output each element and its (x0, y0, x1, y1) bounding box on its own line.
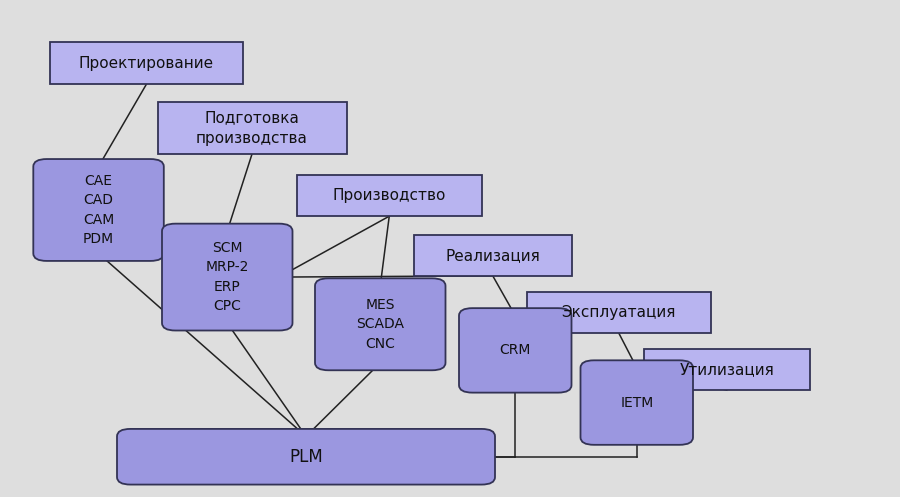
FancyBboxPatch shape (33, 159, 164, 261)
Text: Утилизация: Утилизация (680, 362, 774, 377)
Text: Подготовка
производства: Подготовка производства (196, 110, 308, 146)
Text: Реализация: Реализация (446, 248, 540, 263)
Text: Эксплуатация: Эксплуатация (562, 305, 676, 320)
FancyBboxPatch shape (459, 308, 572, 393)
Text: Проектирование: Проектирование (78, 56, 214, 71)
FancyBboxPatch shape (158, 102, 346, 154)
FancyBboxPatch shape (117, 429, 495, 485)
Text: SCM
MRP-2
ERP
CPC: SCM MRP-2 ERP CPC (205, 241, 249, 313)
FancyBboxPatch shape (526, 292, 711, 333)
Text: IETM: IETM (620, 396, 653, 410)
Text: CAE
CAD
CAM
PDM: CAE CAD CAM PDM (83, 174, 114, 246)
FancyBboxPatch shape (162, 224, 292, 331)
Text: Производство: Производство (333, 188, 446, 203)
FancyBboxPatch shape (414, 235, 572, 276)
FancyBboxPatch shape (315, 278, 446, 370)
FancyBboxPatch shape (580, 360, 693, 445)
Text: CRM: CRM (500, 343, 531, 357)
FancyBboxPatch shape (644, 349, 810, 390)
FancyBboxPatch shape (50, 42, 243, 84)
FancyBboxPatch shape (297, 175, 482, 216)
Text: MES
SCADA
CNC: MES SCADA CNC (356, 298, 404, 351)
Text: PLM: PLM (289, 448, 323, 466)
